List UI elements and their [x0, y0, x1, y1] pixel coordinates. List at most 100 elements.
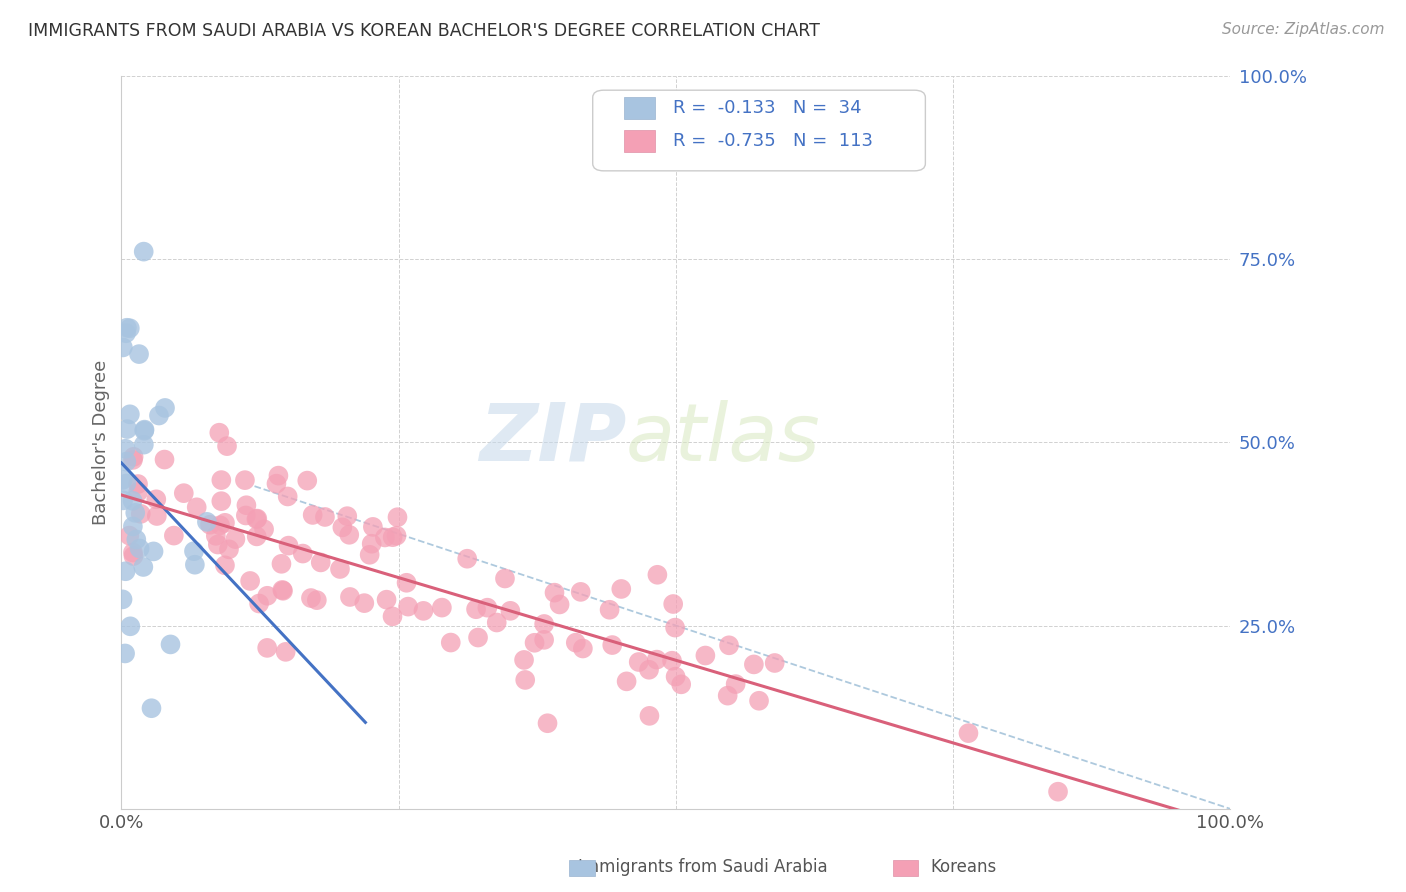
Point — [153, 401, 176, 415]
Point — [115, 320, 138, 334]
Point — [111, 473, 134, 487]
Point — [118, 321, 141, 335]
Point — [533, 632, 555, 647]
Point — [395, 575, 418, 590]
Point — [485, 615, 508, 630]
Point — [665, 670, 688, 684]
Point — [742, 657, 765, 672]
Point — [647, 567, 669, 582]
Point — [638, 709, 661, 723]
Point — [125, 533, 148, 547]
Point — [198, 517, 221, 532]
Point — [339, 590, 361, 604]
Point — [1047, 785, 1070, 799]
Point — [159, 637, 181, 651]
Text: Immigrants from Saudi Arabia: Immigrants from Saudi Arabia — [578, 858, 828, 876]
Point — [141, 701, 163, 715]
Point — [599, 603, 621, 617]
Point — [132, 437, 155, 451]
Text: Source: ZipAtlas.com: Source: ZipAtlas.com — [1222, 22, 1385, 37]
Point — [548, 598, 571, 612]
Point — [533, 617, 555, 632]
Point — [122, 549, 145, 563]
Point — [664, 621, 686, 635]
Point — [645, 652, 668, 666]
Point — [274, 645, 297, 659]
Text: IMMIGRANTS FROM SAUDI ARABIA VS KOREAN BACHELOR'S DEGREE CORRELATION CHART: IMMIGRANTS FROM SAUDI ARABIA VS KOREAN B… — [28, 22, 820, 40]
Bar — [624, 96, 655, 119]
Point — [128, 541, 150, 556]
Point — [374, 531, 396, 545]
Bar — [624, 129, 655, 152]
Point — [385, 529, 408, 543]
Point — [336, 509, 359, 524]
Point — [114, 564, 136, 578]
Point — [114, 647, 136, 661]
Point — [627, 655, 650, 669]
Point — [122, 453, 145, 467]
Point — [173, 486, 195, 500]
Point — [183, 544, 205, 558]
Y-axis label: Bachelor's Degree: Bachelor's Degree — [93, 359, 110, 524]
Point — [245, 512, 267, 526]
Text: Koreans: Koreans — [929, 858, 997, 876]
Point — [195, 515, 218, 529]
Point — [270, 557, 292, 571]
Point — [499, 604, 522, 618]
Point — [661, 654, 683, 668]
Point — [114, 442, 136, 456]
Point — [277, 490, 299, 504]
Point — [465, 602, 488, 616]
Point — [375, 592, 398, 607]
Point — [163, 528, 186, 542]
FancyBboxPatch shape — [593, 90, 925, 171]
Point — [329, 562, 352, 576]
Text: atlas: atlas — [626, 400, 821, 477]
Point — [299, 591, 322, 605]
Point — [309, 556, 332, 570]
Point — [330, 520, 353, 534]
Point — [247, 597, 270, 611]
Point — [120, 619, 142, 633]
Point — [132, 560, 155, 574]
Point — [121, 493, 143, 508]
Text: ZIP: ZIP — [478, 400, 626, 477]
Point — [233, 473, 256, 487]
Point — [523, 636, 546, 650]
Point — [235, 498, 257, 512]
Point — [124, 506, 146, 520]
Point — [353, 596, 375, 610]
Point — [314, 510, 336, 524]
Point — [129, 507, 152, 521]
Point — [695, 648, 717, 663]
Point — [209, 473, 232, 487]
Point — [128, 347, 150, 361]
Point — [662, 597, 685, 611]
Point — [291, 547, 314, 561]
Point — [132, 244, 155, 259]
Point — [572, 641, 595, 656]
Point — [214, 516, 236, 530]
Point — [239, 574, 262, 588]
Text: R =  -0.735   N =  113: R = -0.735 N = 113 — [672, 132, 873, 150]
Point — [122, 450, 145, 464]
Point — [253, 522, 276, 536]
Point — [477, 600, 499, 615]
Point — [146, 508, 169, 523]
Point — [145, 492, 167, 507]
Point — [111, 592, 134, 607]
Point — [142, 544, 165, 558]
Point — [134, 424, 156, 438]
Point — [718, 638, 741, 652]
Point — [297, 474, 319, 488]
Point — [337, 528, 360, 542]
Point — [256, 589, 278, 603]
Point — [184, 558, 207, 572]
Point — [209, 494, 232, 508]
Point — [467, 631, 489, 645]
Point — [305, 593, 328, 607]
Point — [387, 510, 409, 524]
Point — [301, 508, 323, 522]
Point — [115, 455, 138, 469]
Text: R =  -0.133   N =  34: R = -0.133 N = 34 — [672, 99, 860, 117]
